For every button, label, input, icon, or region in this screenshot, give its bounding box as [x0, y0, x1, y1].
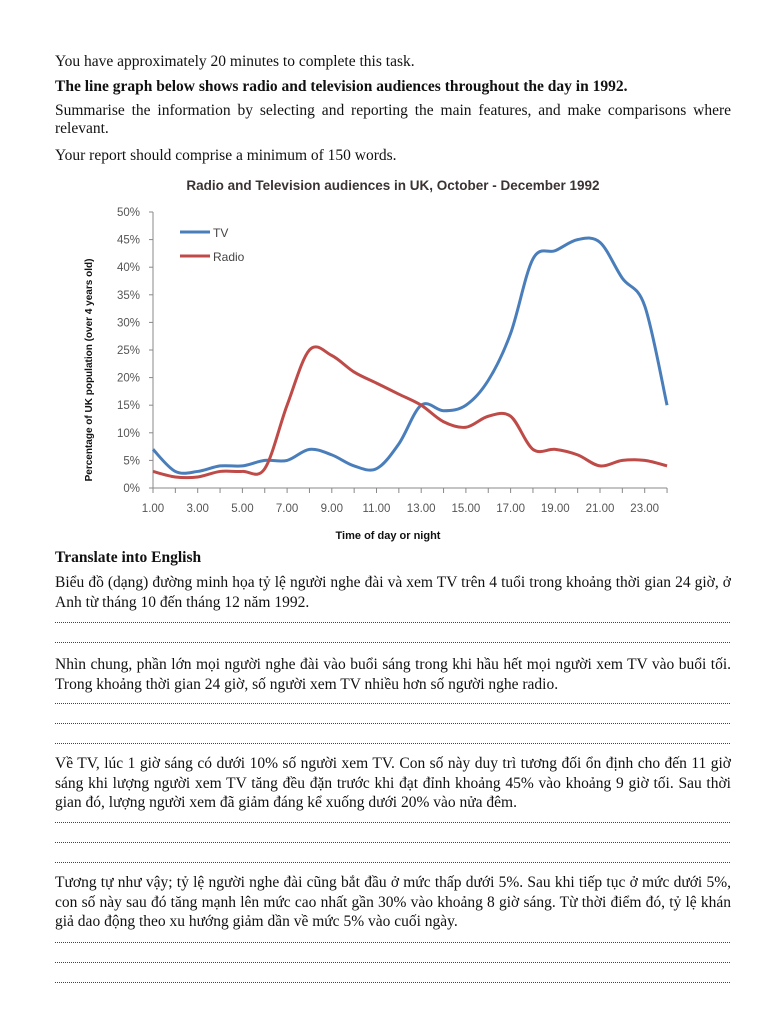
y-tick-label: 15% — [117, 400, 140, 412]
answer-line[interactable] — [55, 642, 730, 643]
y-tick-label: 25% — [117, 345, 140, 357]
task-requirement: Your report should comprise a minimum of… — [55, 147, 397, 164]
chart-title: Radio and Television audiences in UK, Oc… — [186, 178, 599, 193]
x-tick-label: 11.00 — [363, 503, 391, 515]
legend-tv-label: TV — [213, 226, 228, 240]
x-tick-label: 7.00 — [276, 503, 298, 515]
x-tick-label: 13.00 — [407, 503, 436, 515]
y-tick-label: 45% — [117, 235, 140, 247]
answer-line[interactable] — [55, 982, 730, 983]
vn-paragraph-2: Nhìn chung, phần lớn mọi người nghe đài … — [55, 656, 731, 693]
series-line-radio — [152, 345, 668, 480]
y-tick-label: 30% — [117, 317, 140, 329]
vn-paragraph-4: Tương tự như vậy; tỷ lệ người nghe đài c… — [55, 874, 731, 930]
x-tick-label: 5.00 — [231, 503, 253, 515]
y-tick-label: 35% — [117, 290, 140, 302]
answer-line[interactable] — [55, 942, 730, 943]
x-tick-label: 17.00 — [496, 503, 525, 515]
legend: TV Radio — [180, 226, 245, 264]
legend-radio-label: Radio — [213, 250, 245, 264]
answer-line[interactable] — [55, 862, 730, 863]
answer-line[interactable] — [55, 822, 730, 823]
x-tick-label: 23.00 — [630, 503, 659, 515]
answer-line[interactable] — [55, 962, 730, 963]
answer-line[interactable] — [55, 703, 730, 704]
vn-paragraph-1: Biểu đồ (dạng) đường minh họa tỷ lệ ngườ… — [55, 574, 731, 611]
answer-line[interactable] — [55, 622, 730, 623]
task-prompt: The line graph below shows radio and tel… — [55, 78, 628, 95]
answer-line[interactable] — [55, 743, 730, 744]
y-axis-label: Percentage of UK population (over 4 year… — [84, 259, 95, 482]
x-tick-label: 19.00 — [541, 503, 570, 515]
vn-paragraph-3: Về TV, lúc 1 giờ sáng có dưới 10% số ngư… — [55, 755, 731, 811]
x-tick-label: 21.00 — [586, 503, 615, 515]
x-axis-label: Time of day or night — [336, 530, 441, 542]
y-tick-label: 50% — [117, 207, 140, 219]
y-tick-label: 5% — [123, 455, 140, 467]
y-tick-label: 40% — [117, 262, 140, 274]
translate-heading: Translate into English — [55, 549, 202, 566]
y-tick-label: 0% — [123, 483, 140, 495]
answer-line[interactable] — [55, 842, 730, 843]
x-tick-label: 9.00 — [321, 503, 343, 515]
line-chart: Radio and Television audiences in UK, Oc… — [84, 178, 669, 542]
series-line-tv — [151, 236, 669, 475]
y-tick-label: 10% — [117, 428, 140, 440]
x-tick-label: 15.00 — [452, 503, 481, 515]
intro-text: You have approximately 20 minutes to com… — [55, 53, 415, 70]
x-tick-label: 1.00 — [142, 503, 164, 515]
x-tick-label: 3.00 — [187, 503, 209, 515]
task-instruction: Summarise the information by selecting a… — [55, 102, 731, 137]
answer-line[interactable] — [55, 723, 730, 724]
y-tick-label: 20% — [117, 373, 140, 385]
